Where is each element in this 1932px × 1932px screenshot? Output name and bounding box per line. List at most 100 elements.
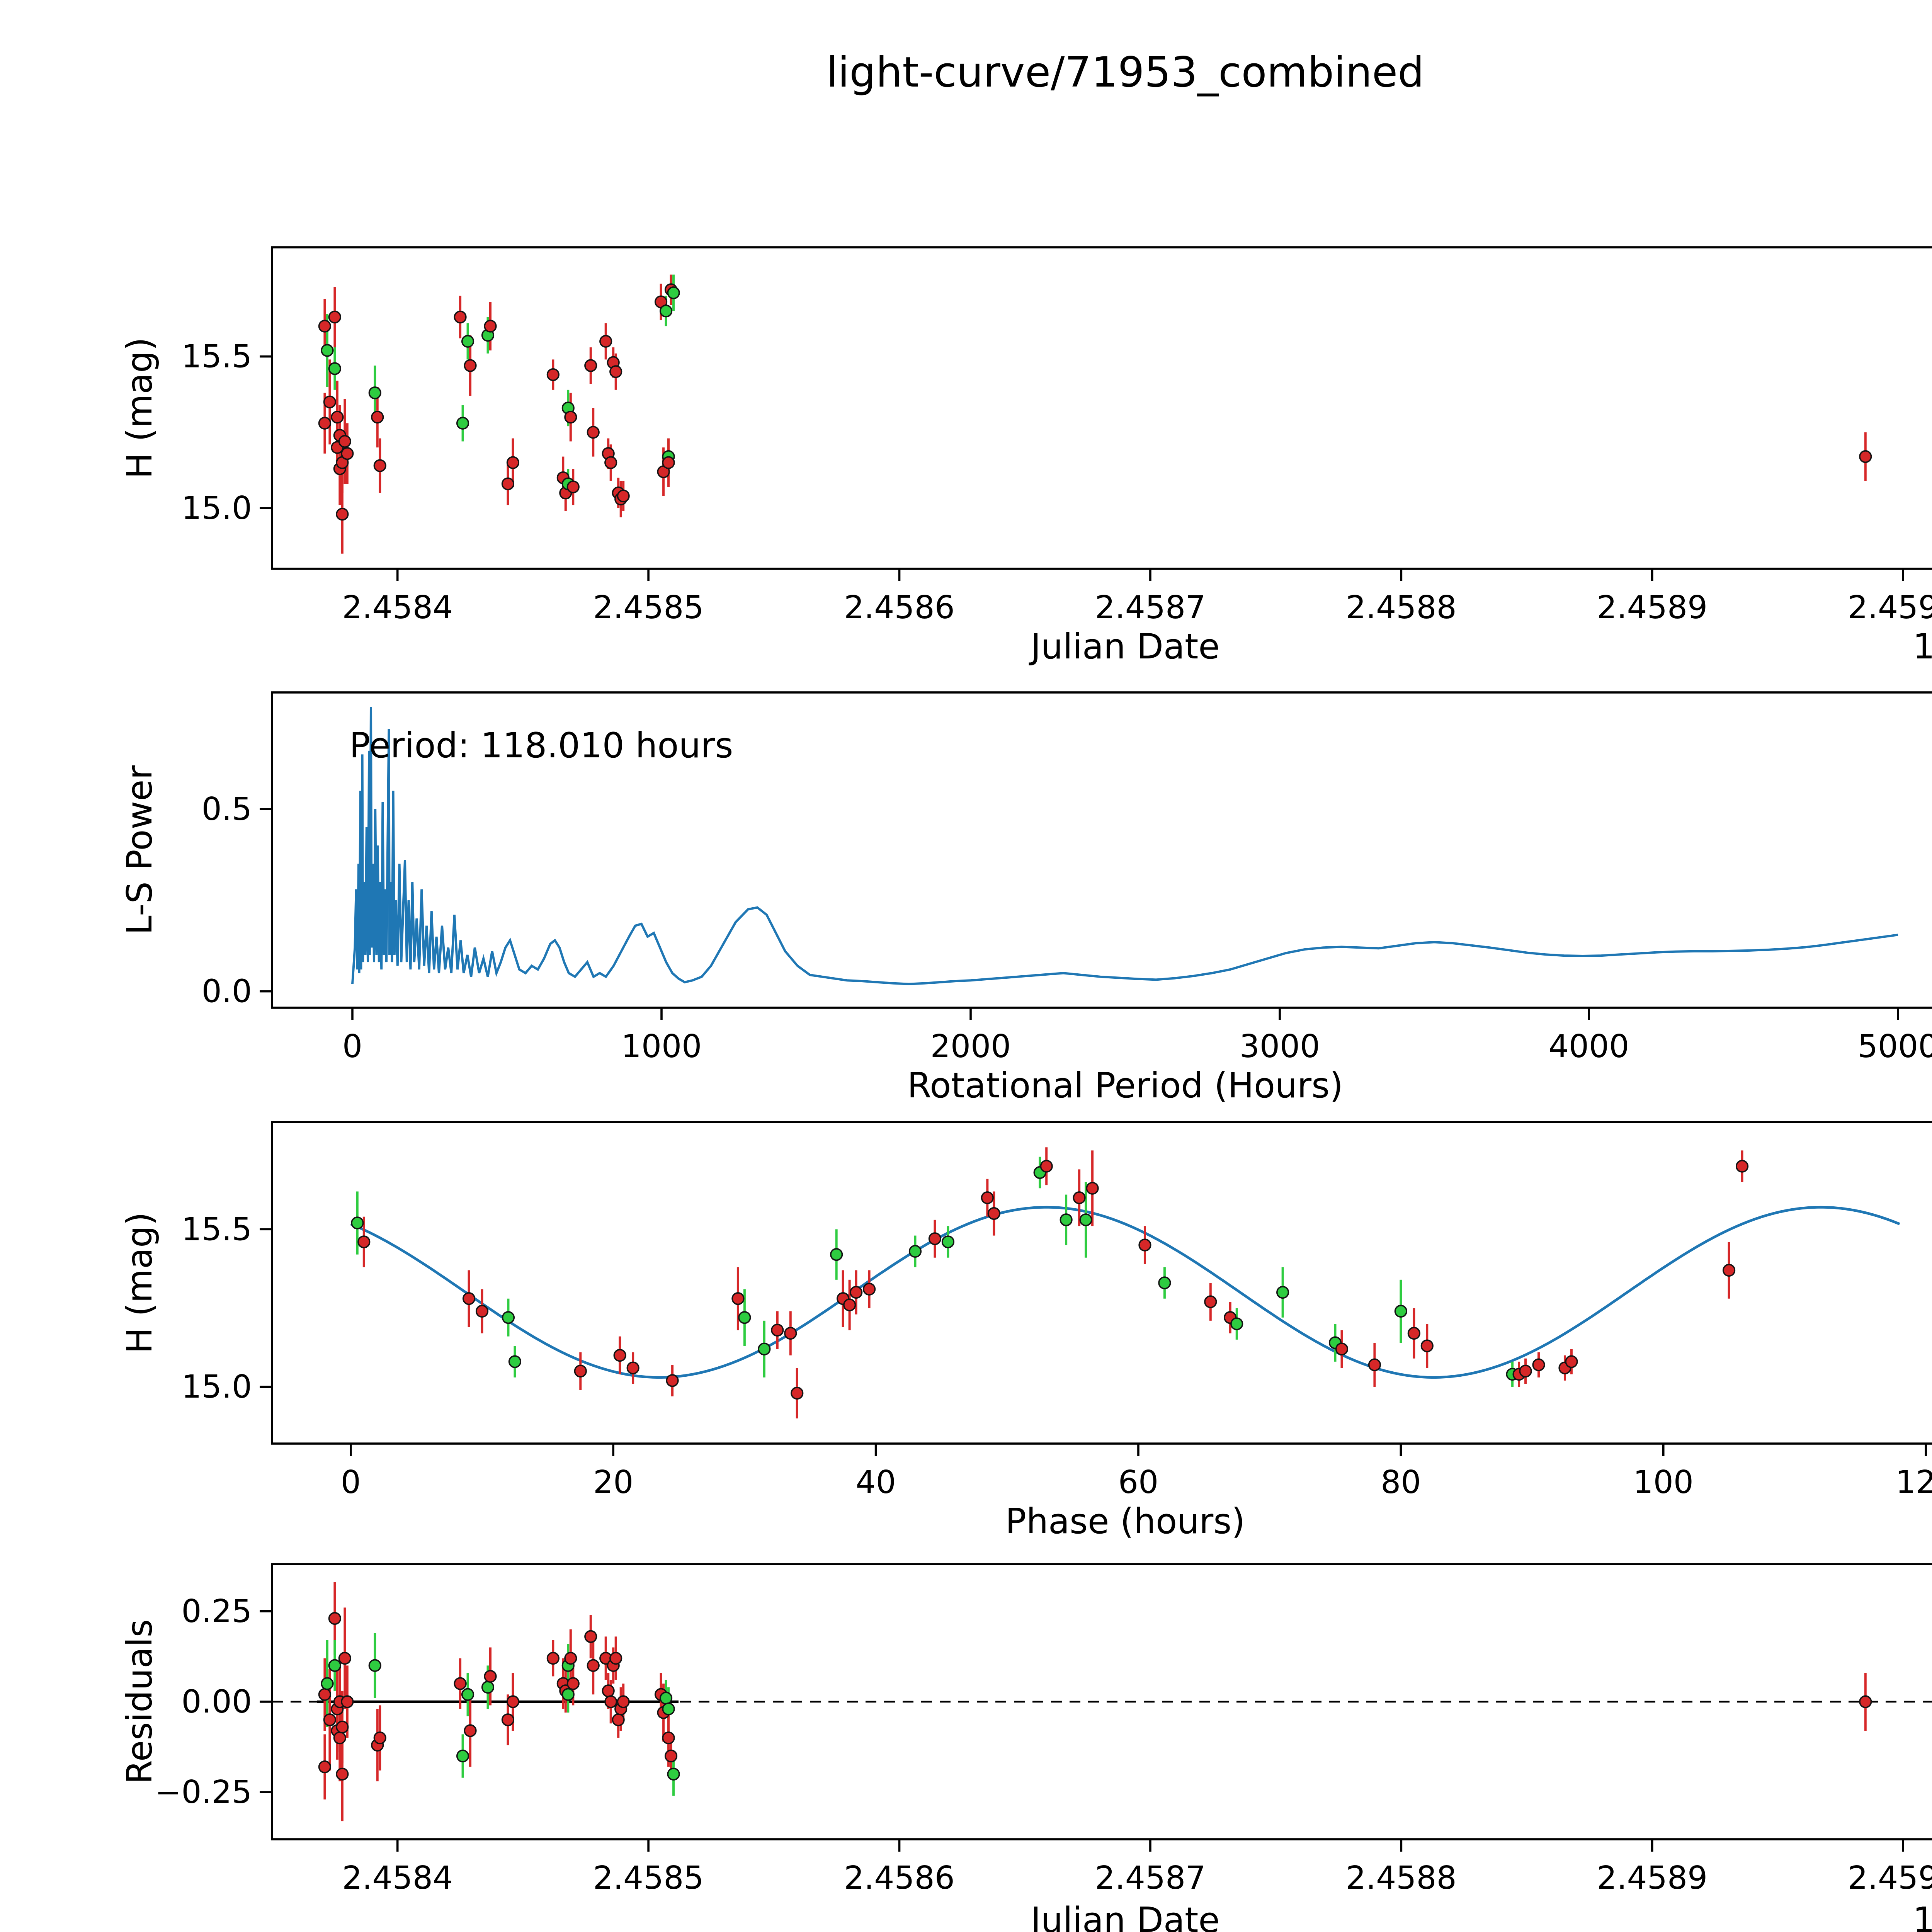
y-tick-label: 0.00 [181, 1684, 252, 1720]
data-point [908, 1245, 922, 1258]
data-point [321, 1677, 334, 1690]
data-point [1060, 1213, 1073, 1226]
data-point [373, 459, 386, 472]
x-tick-label: 80 [1381, 1464, 1421, 1501]
axes-frame [271, 1121, 1932, 1445]
data-point [1276, 1286, 1289, 1299]
data-point [928, 1232, 942, 1245]
data-point [612, 1713, 625, 1726]
x-tick-label: 2.4590 [1848, 1860, 1932, 1896]
data-point [336, 1720, 349, 1734]
data-point [338, 435, 351, 448]
data-point [863, 1282, 876, 1296]
x-tick-label: 40 [855, 1464, 896, 1501]
data-point [1859, 1695, 1872, 1708]
data-point [501, 477, 515, 490]
data-point [574, 1364, 587, 1378]
x-tick-label: 2.4584 [342, 1860, 453, 1896]
data-point [758, 1342, 771, 1355]
y-tick-label: 0.0 [202, 973, 252, 1010]
x-tick-label: 2.4588 [1346, 589, 1457, 626]
data-point [1086, 1182, 1099, 1195]
x-tick-label: 2.4584 [342, 589, 453, 626]
data-point [1158, 1276, 1171, 1289]
axes-frame [271, 246, 1932, 570]
periodogram-y-axis-label: L-S Power [119, 765, 160, 935]
phase-y-axis-label: H (mag) [119, 1212, 160, 1354]
axes-frame [271, 691, 1932, 1009]
x-tick-label: 5000 [1858, 1028, 1932, 1065]
x-tick-label: 2.4587 [1095, 1860, 1206, 1896]
data-point [609, 365, 622, 378]
y-tick-label: 0.25 [181, 1593, 252, 1630]
data-point [613, 1349, 626, 1362]
data-point [1735, 1160, 1749, 1173]
data-point [1394, 1304, 1407, 1318]
x-tick-label: 2.4588 [1346, 1860, 1457, 1896]
data-point [602, 1684, 615, 1697]
data-point [456, 1749, 469, 1763]
x-tick-label: 2.4585 [593, 589, 704, 626]
data-point [1859, 450, 1872, 463]
data-point [1368, 1358, 1381, 1371]
data-point [464, 1724, 477, 1737]
data-point [617, 1695, 630, 1708]
data-point [791, 1386, 804, 1400]
data-point [323, 1713, 336, 1726]
data-point [599, 335, 612, 348]
sinusoid-fit-line [350, 1206, 1900, 1379]
data-point [666, 1374, 679, 1387]
data-point [587, 1659, 600, 1672]
x-tick-label: 2.4589 [1597, 589, 1708, 626]
data-point [336, 508, 349, 521]
residuals-panel: 2.4584 2.4585 2.4586 2.4587 2.4588 2.4589 2.45… [155, 1563, 1932, 1896]
data-point [484, 1670, 497, 1683]
phase-x-axis-label: Phase (hours) [1005, 1501, 1245, 1542]
data-point [617, 490, 630, 503]
data-point [506, 1695, 520, 1708]
data-point [508, 1355, 522, 1368]
data-point [566, 480, 580, 493]
data-point [368, 1659, 381, 1672]
data-point [659, 1692, 673, 1705]
x-tick-label: 3000 [1240, 1028, 1320, 1065]
data-point [328, 1612, 341, 1625]
data-point [331, 410, 344, 424]
y-tick-label: 0.5 [202, 791, 252, 828]
y-tick-label: 15.5 [181, 338, 252, 375]
data-point [462, 1292, 476, 1305]
data-point [667, 1767, 680, 1781]
data-point [546, 1651, 560, 1665]
y-tick-label: 15.5 [181, 1211, 252, 1248]
data-point [323, 395, 336, 408]
data-point [1532, 1358, 1545, 1371]
data-point [338, 1651, 351, 1665]
data-point [464, 359, 477, 372]
residuals-x-offset-label: 1e6 [1913, 1900, 1932, 1932]
data-point [731, 1292, 745, 1305]
data-point [481, 1680, 495, 1694]
data-point [662, 1702, 675, 1716]
data-point [1565, 1355, 1578, 1368]
data-point [566, 1677, 580, 1690]
data-point [659, 304, 673, 318]
x-tick-label: 2000 [930, 1028, 1011, 1065]
x-tick-label: 60 [1118, 1464, 1158, 1501]
y-tick-label: 15.0 [181, 1369, 252, 1405]
x-tick-label: 0 [341, 1464, 361, 1501]
x-tick-label: 2.4585 [593, 1860, 704, 1896]
data-point [667, 286, 680, 299]
data-point [604, 1695, 617, 1708]
data-point [771, 1323, 784, 1337]
data-point [981, 1191, 994, 1204]
data-point [564, 410, 577, 424]
figure-title: light-curve/71953_combined [826, 48, 1424, 97]
data-point [318, 417, 331, 430]
data-point [662, 456, 675, 469]
data-point [461, 335, 474, 348]
data-point [564, 1651, 577, 1665]
x-tick-label: 2.4587 [1095, 589, 1206, 626]
data-point [501, 1713, 515, 1726]
data-point [321, 344, 334, 357]
